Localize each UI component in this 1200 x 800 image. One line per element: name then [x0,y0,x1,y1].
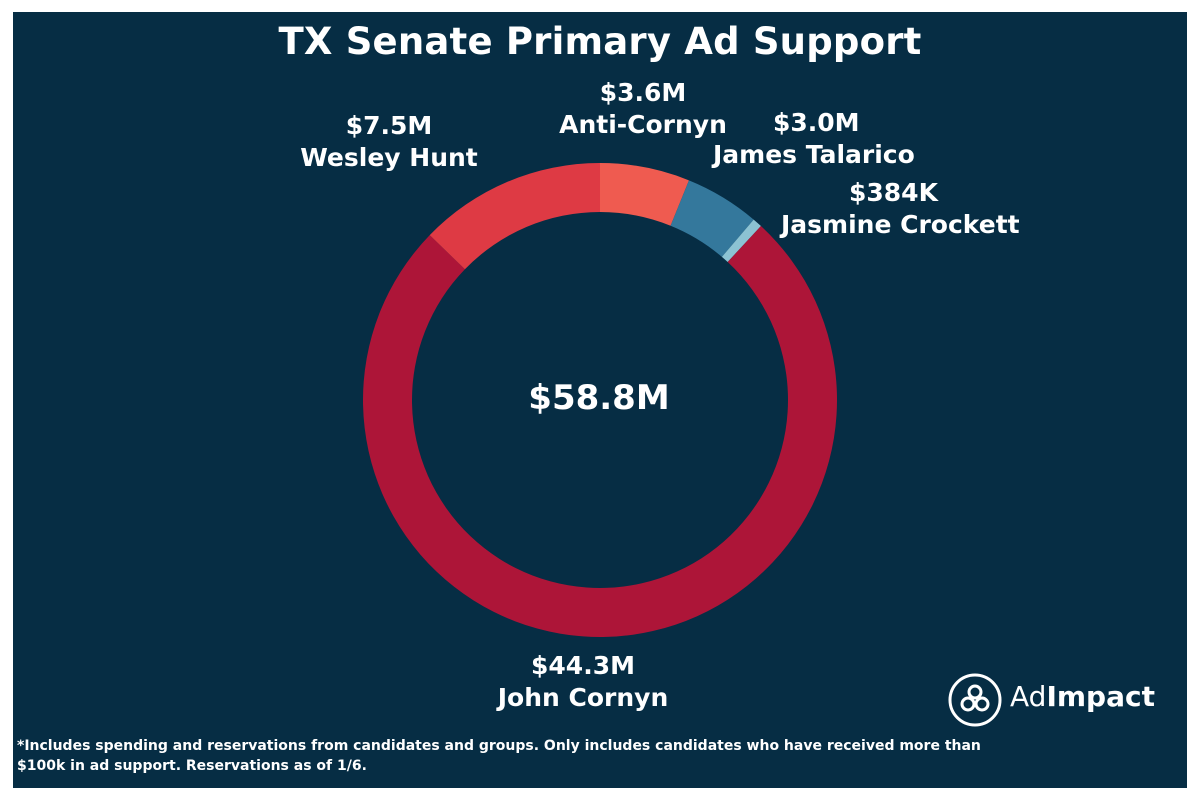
slice-value-james-talarico: $3.0M [773,108,860,137]
slice-james-talarico [670,180,754,257]
slice-name-john-cornyn: John Cornyn [497,683,669,712]
slice-anti-cornyn [600,163,689,226]
slice-label-jasmine-crockett: $384K Jasmine Crockett [781,177,1020,241]
slice-label-james-talarico: $3.0M James Talarico [713,107,915,171]
donut-chart [362,163,837,637]
chart-panel: TX Senate Primary Ad Support $58.8M $3.6… [13,12,1187,788]
slice-value-anti-cornyn: $3.6M [599,78,687,107]
slice-name-james-talarico: James Talarico [713,140,915,169]
slice-label-anti-cornyn: $3.6M Anti-Cornyn [543,77,743,141]
slice-name-jasmine-crockett: Jasmine Crockett [781,210,1020,239]
chart-title: TX Senate Primary Ad Support [278,20,922,63]
slice-value-john-cornyn: $44.3M [531,651,635,680]
slice-value-jasmine-crockett: $384K [849,178,938,207]
adimpact-logo: AdImpact [947,672,1167,728]
adimpact-logo-icon [948,673,1002,727]
slice-label-wesley-hunt: $7.5M Wesley Hunt [289,110,489,174]
slice-john-cornyn [362,226,837,637]
slice-name-wesley-hunt: Wesley Hunt [300,143,478,172]
slice-name-anti-cornyn: Anti-Cornyn [559,110,727,139]
slice-jasmine-crockett [721,219,761,262]
slice-value-wesley-hunt: $7.5M [345,111,433,140]
total-label: $58.8M [528,378,670,418]
slice-label-john-cornyn: $44.3M John Cornyn [483,650,683,714]
slice-wesley-hunt [429,163,600,270]
footnote: *Includes spending and reservations from… [17,738,981,774]
adimpact-logo-text: AdImpact [1010,680,1155,713]
